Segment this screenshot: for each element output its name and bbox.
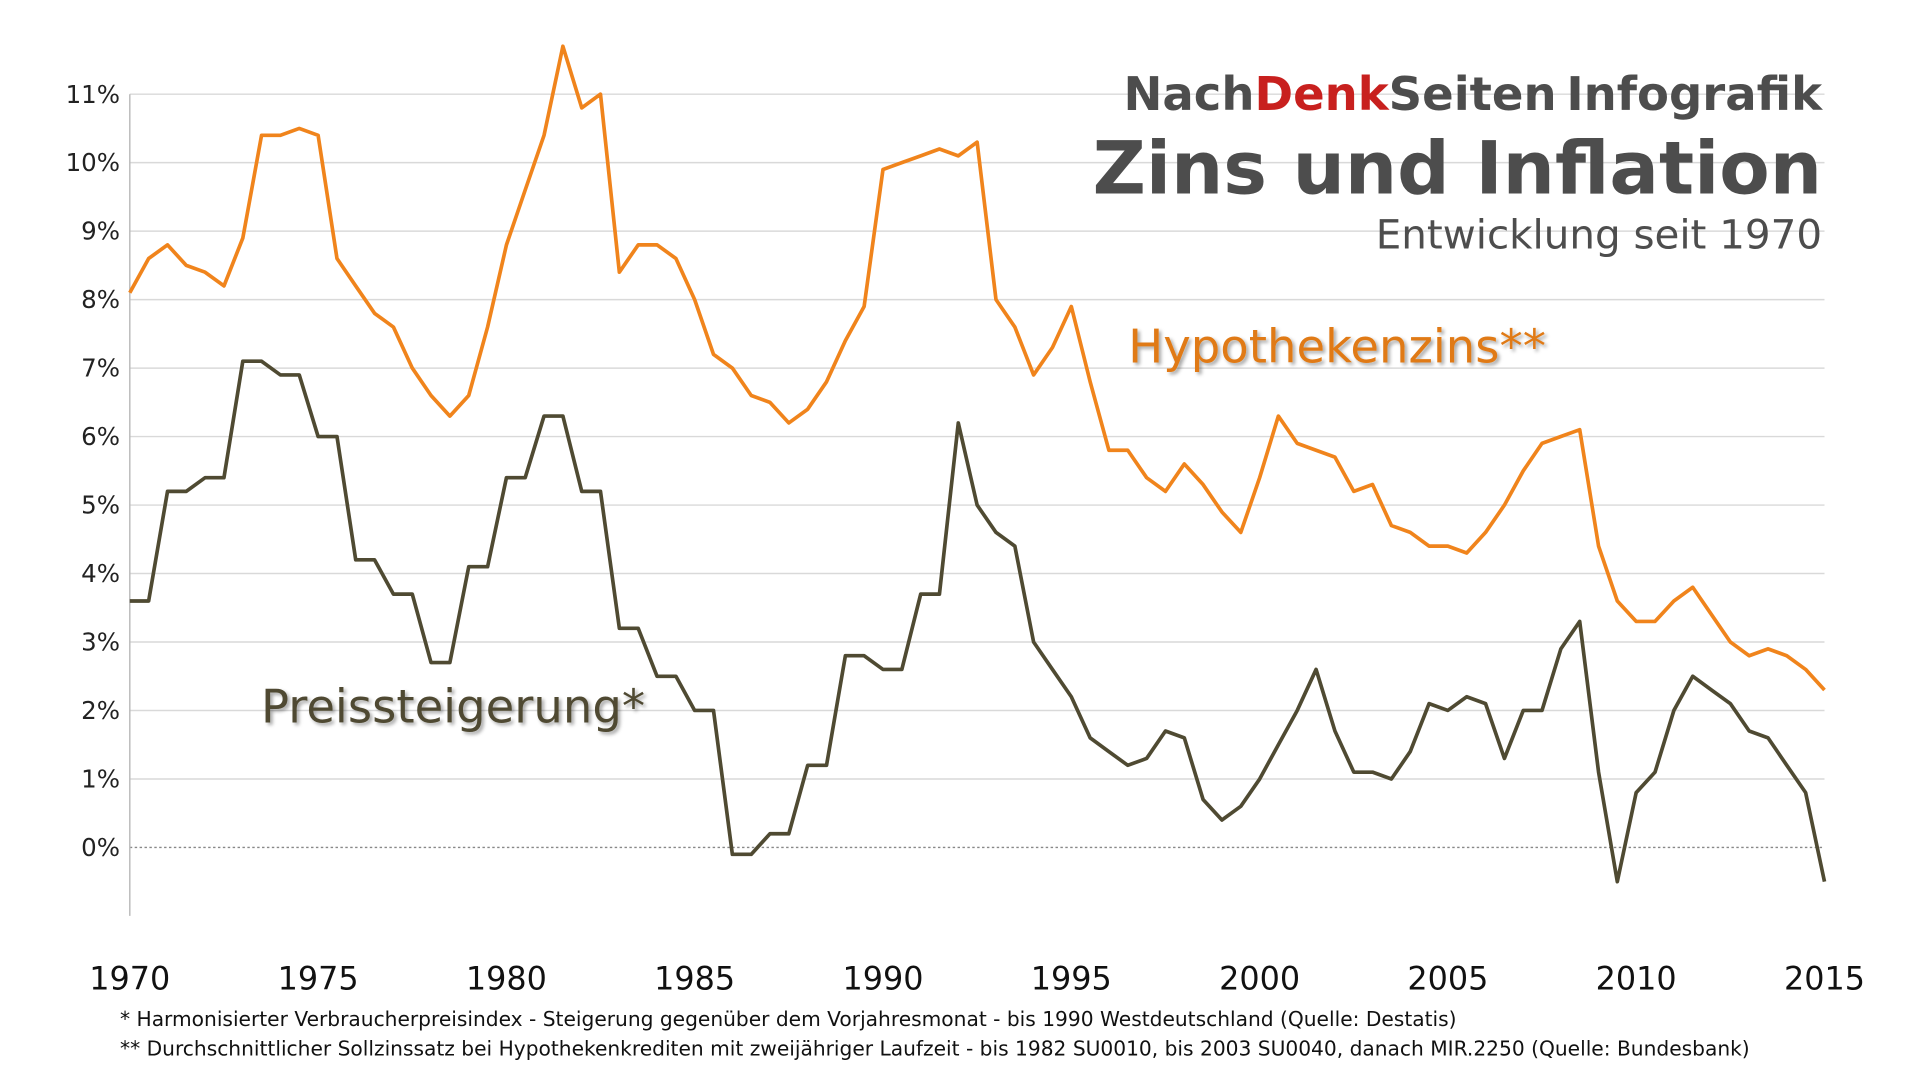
x-tick-label: 1975 <box>278 959 359 997</box>
brand-part: Seiten <box>1389 67 1557 121</box>
brand-part: Nach <box>1123 67 1254 121</box>
x-tick-label: 1985 <box>654 959 735 997</box>
chart-title: Zins und Inflation <box>1093 126 1822 211</box>
x-tick-label: 2005 <box>1407 959 1488 997</box>
x-tick-label: 1980 <box>466 959 547 997</box>
y-tick-label: 3% <box>81 628 120 657</box>
y-tick-label: 6% <box>81 422 120 451</box>
y-tick-label: 4% <box>81 559 120 588</box>
footnote: ** Durchschnittlicher Sollzinssatz bei H… <box>120 1037 1750 1061</box>
series-label: Hypothekenzins** <box>1128 319 1546 373</box>
series-line <box>128 44 1826 692</box>
brand: NachDenkSeiten Infografik <box>1123 67 1823 121</box>
y-tick-label: 5% <box>81 491 120 520</box>
y-tick-label: 11% <box>66 80 120 109</box>
series-label: Preissteigerung* <box>261 679 645 733</box>
brand-part: Infografik <box>1566 67 1823 121</box>
grid: 0% 1% 2% 3% 4% 5% 6% 7% 8% 9% 10% 11% 1970 1975 1980 19… <box>66 80 1865 998</box>
y-tick-label: 0% <box>81 833 120 862</box>
y-tick-label: 2% <box>81 696 120 725</box>
y-tick-label: 8% <box>81 285 120 314</box>
y-tick-label: 1% <box>81 765 120 794</box>
lines <box>128 44 1827 884</box>
y-tick-label: 10% <box>66 148 120 177</box>
x-tick-label: 2000 <box>1219 959 1300 997</box>
x-tick-label: 2015 <box>1784 959 1865 997</box>
footnote: * Harmonisierter Verbraucherpreisindex -… <box>120 1007 1457 1031</box>
x-tick-label: 1970 <box>89 959 170 997</box>
y-tick-label: 9% <box>81 217 120 246</box>
y-tick-label: 7% <box>81 354 120 383</box>
x-tick-label: 1995 <box>1031 959 1112 997</box>
chart-subtitle: Entwicklung seit 1970 <box>1376 211 1822 259</box>
brand-part: Denk <box>1254 67 1389 121</box>
x-tick-label: 1990 <box>842 959 923 997</box>
series-line <box>129 359 1827 884</box>
x-tick-label: 2010 <box>1596 959 1677 997</box>
